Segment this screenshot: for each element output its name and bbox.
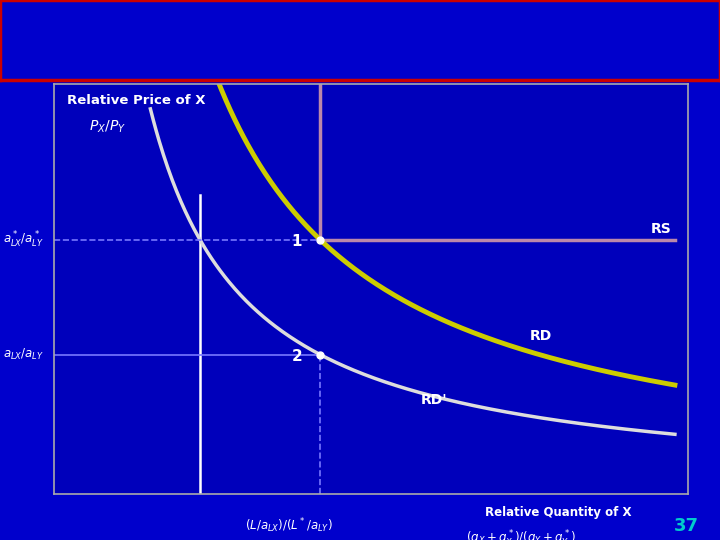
Text: 2: 2 xyxy=(292,349,302,364)
Text: $a^*_{LX}/a^*_{LY}$: $a^*_{LX}/a^*_{LY}$ xyxy=(4,230,45,249)
Text: Relative Quantity of X: Relative Quantity of X xyxy=(485,507,631,519)
Text: $(L/a_{LX})/(L^*/a_{LY})$: $(L/a_{LX})/(L^*/a_{LY})$ xyxy=(245,517,333,535)
Text: RD: RD xyxy=(530,329,552,343)
Text: RS: RS xyxy=(651,221,672,235)
Text: $a_{LX}/a_{LY}$: $a_{LX}/a_{LY}$ xyxy=(4,347,45,362)
Text: $(q_X+ q^*_X)/(q_Y + q^*_Y)$: $(q_X+ q^*_X)/(q_Y + q^*_Y)$ xyxy=(466,529,576,540)
Text: $P_X/P_Y$: $P_X/P_Y$ xyxy=(89,119,126,135)
Text: Relative Price of X: Relative Price of X xyxy=(67,94,205,107)
Text: 37: 37 xyxy=(673,517,698,535)
Text: RD': RD' xyxy=(420,393,447,407)
Text: 1: 1 xyxy=(292,234,302,249)
